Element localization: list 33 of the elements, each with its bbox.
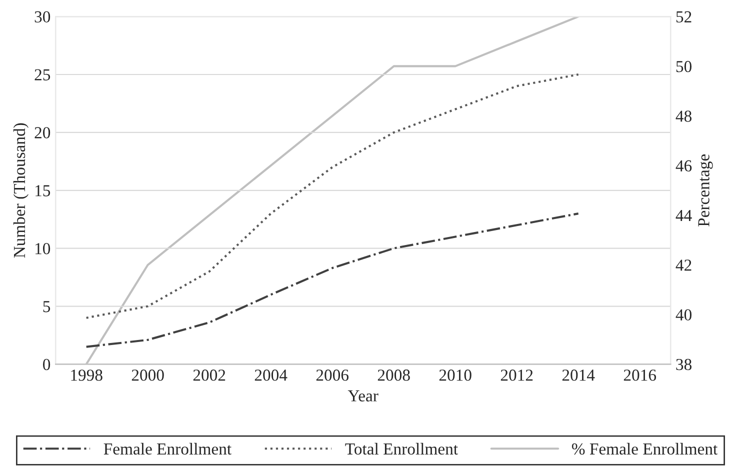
x-tick-label: 2002 bbox=[193, 370, 226, 381]
x-tick-label: 2000 bbox=[132, 370, 164, 381]
x-tick-label: 2006 bbox=[316, 370, 349, 381]
legend-label: Total Enrollment bbox=[345, 442, 458, 455]
x-tick-label: 2010 bbox=[439, 370, 472, 381]
y-tick-label: 20 bbox=[34, 127, 50, 138]
x-tick-label: 2012 bbox=[500, 370, 533, 381]
y2-axis-title: Percentage bbox=[698, 154, 713, 226]
y-axis-title: Number (Thousand) bbox=[13, 123, 28, 258]
x-tick-label: 2008 bbox=[378, 370, 410, 381]
x-tick-label: 2004 bbox=[254, 370, 288, 381]
line-series bbox=[85, 212, 580, 348]
y2-tick-label: 42 bbox=[676, 260, 692, 271]
legend-label: Female Enrollment bbox=[104, 442, 232, 455]
y2-tick-label: 52 bbox=[676, 11, 692, 22]
legend-label: % Female Enrollment bbox=[572, 442, 718, 455]
y-tick-label: 10 bbox=[36, 243, 50, 254]
y-tick-label: 15 bbox=[36, 185, 50, 196]
y2-tick-label: 38 bbox=[676, 358, 692, 370]
y-tick-label: 25 bbox=[34, 69, 50, 80]
y-tick-label: 0 bbox=[43, 358, 50, 370]
y-tick-label: 30 bbox=[34, 11, 50, 22]
x-axis-title: Year bbox=[348, 390, 378, 402]
y2-tick-label: 46 bbox=[676, 160, 692, 172]
y2-tick-label: 50 bbox=[676, 60, 692, 72]
y-tick-label: 5 bbox=[43, 301, 50, 312]
y2-tick-label: 44 bbox=[676, 210, 692, 221]
y2-tick-label: 48 bbox=[676, 110, 692, 122]
x-tick-label: 2014 bbox=[562, 370, 595, 381]
line-series bbox=[85, 73, 580, 319]
y2-tick-label: 40 bbox=[676, 309, 692, 320]
x-tick-label: 1998 bbox=[71, 370, 102, 381]
x-tick-label: 2016 bbox=[624, 370, 656, 381]
